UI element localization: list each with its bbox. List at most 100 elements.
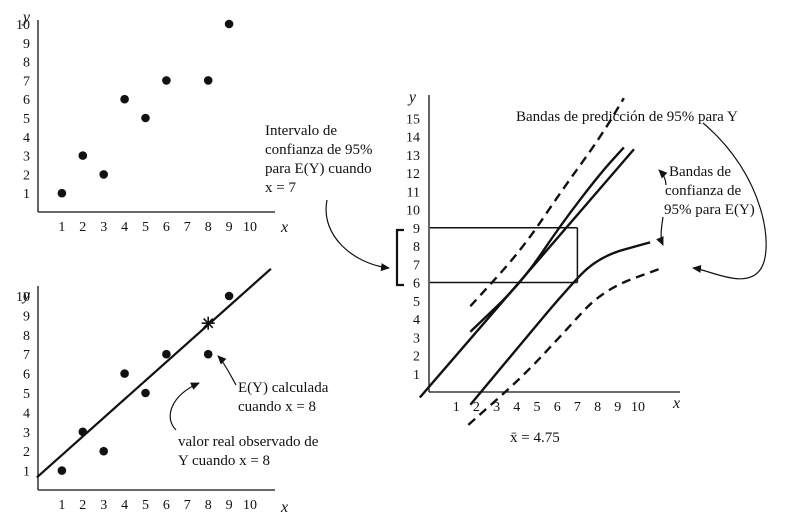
y-tick-label: 11 — [407, 185, 420, 200]
y-tick-label: 1 — [413, 368, 420, 383]
bracket-symbol — [395, 228, 404, 287]
y-tick-label: 3 — [413, 331, 420, 346]
data-point — [224, 19, 234, 29]
x-tick-label: 6 — [163, 498, 170, 513]
data-point — [224, 291, 234, 301]
estimate-star-marker — [201, 316, 215, 330]
y-tick-label: 10 — [406, 204, 420, 219]
x-tick-label: 8 — [205, 498, 212, 513]
x-tick-label: 1 — [58, 498, 65, 513]
y-axis-label: y — [21, 287, 31, 304]
annotation-interval-line4: x = 7 — [265, 180, 296, 196]
x-tick-label: 1 — [58, 220, 65, 235]
data-point — [57, 188, 67, 198]
data-point — [99, 170, 108, 179]
x-tick-label: 1 — [453, 400, 460, 415]
data-point — [141, 113, 150, 123]
annotation-estimate-line1: E(Y) calculada — [238, 380, 329, 396]
x-tick-label: 4 — [121, 498, 128, 513]
y-tick-label: 13 — [406, 149, 420, 164]
annotation-observed-line2: Y cuando x = 8 — [178, 453, 270, 469]
annotation-interval-line2: confianza de 95% — [265, 142, 372, 158]
y-tick-label: 5 — [413, 295, 420, 310]
x-tick-label: 8 — [594, 400, 601, 415]
x-tick-label: 3 — [100, 220, 107, 235]
y-tick-label: 6 — [23, 93, 30, 108]
x-tick-label: 7 — [184, 498, 191, 513]
y-tick-label: 6 — [413, 277, 420, 292]
estimate-arrow — [217, 355, 237, 386]
y-tick-label: 4 — [23, 131, 30, 146]
y-tick-label: 5 — [23, 112, 30, 127]
observed-arrow — [169, 382, 200, 431]
x-tick-label: 10 — [631, 400, 645, 415]
y-tick-label: 10 — [16, 290, 30, 305]
data-point — [203, 349, 213, 359]
x-tick-label: 2 — [79, 220, 86, 235]
interval-arrow — [325, 199, 390, 272]
annotation-confidence-line2: confianza de — [665, 183, 742, 199]
y-tick-label: 14 — [406, 131, 420, 146]
data-point — [78, 427, 88, 437]
y-tick-label: 9 — [413, 222, 420, 237]
y-axis-label: y — [21, 9, 31, 26]
annotation-estimate-line2: cuando x = 8 — [238, 399, 316, 415]
confidence_lower-line — [469, 241, 651, 406]
annotation-confidence-line3: 95% para E(Y) — [664, 202, 755, 218]
x-tick-label: 3 — [100, 498, 107, 513]
y-tick-label: 10 — [16, 18, 30, 33]
annotation-confidence-line1: Bandas de — [669, 164, 731, 180]
regression-line — [36, 268, 272, 479]
data-point — [162, 349, 171, 359]
prediction_lower-line — [467, 266, 663, 426]
y-tick-label: 3 — [23, 426, 30, 441]
data-point — [120, 94, 129, 104]
x-tick-label: 9 — [226, 498, 233, 513]
data-point — [120, 369, 129, 378]
y-tick-label: 6 — [23, 368, 30, 383]
y-tick-label: 7 — [23, 74, 30, 89]
y-tick-label: 15 — [406, 112, 420, 127]
annotation-observed-line1: valor real observado de — [178, 434, 319, 450]
y-tick-label: 3 — [23, 150, 30, 165]
confidence-arrow-up — [658, 169, 668, 186]
x-tick-label: 5 — [534, 400, 541, 415]
confidence-arrow-down — [656, 216, 664, 246]
y-tick-label: 8 — [413, 240, 420, 255]
x-tick-label: 3 — [493, 400, 500, 415]
x-tick-label: 10 — [243, 220, 257, 235]
y-tick-label: 9 — [23, 309, 30, 324]
y-tick-label: 2 — [413, 350, 420, 365]
x-tick-label: 2 — [473, 400, 480, 415]
data-point — [78, 151, 88, 160]
y-tick-label: 7 — [413, 258, 420, 273]
x-tick-label: 10 — [243, 498, 257, 513]
y-tick-label: 1 — [23, 465, 30, 480]
y-tick-label: 4 — [23, 406, 30, 421]
x-tick-label: 8 — [205, 220, 212, 235]
x-axis-label: x — [280, 219, 288, 236]
x-tick-label: 2 — [79, 498, 86, 513]
data-point — [162, 76, 171, 85]
annotation-prediction-bands: Bandas de predicción de 95% para Y — [516, 109, 738, 125]
y-tick-label: 8 — [23, 329, 30, 344]
x-axis-label: x — [672, 395, 680, 412]
y-tick-label: 5 — [23, 387, 30, 402]
x-tick-label: 4 — [121, 220, 128, 235]
x-tick-label: 7 — [184, 220, 191, 235]
y-tick-label: 12 — [406, 167, 420, 182]
annotation-interval-line1: Intervalo de — [265, 123, 337, 139]
y-tick-label: 9 — [23, 37, 30, 52]
data-point — [141, 388, 150, 398]
x-axis-label: x — [280, 499, 288, 516]
x-tick-label: 9 — [614, 400, 621, 415]
x-tick-label: 4 — [513, 400, 520, 415]
data-point — [57, 466, 67, 475]
x-tick-label: 7 — [574, 400, 581, 415]
annotation-interval-line3: para E(Y) cuando — [265, 161, 372, 177]
data-point — [203, 76, 213, 85]
